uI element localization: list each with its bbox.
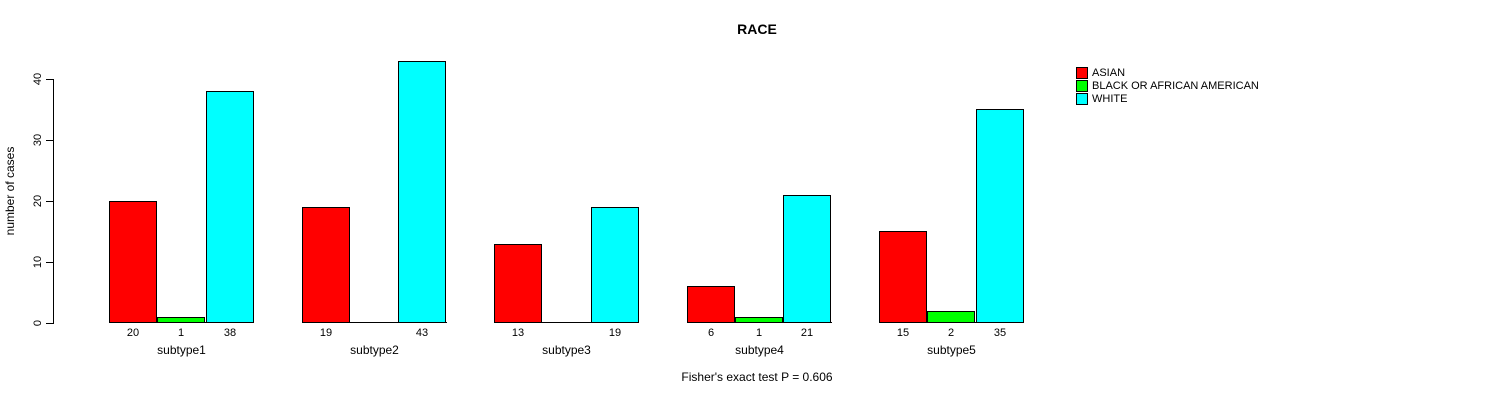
- category-label: subtype1: [157, 343, 206, 357]
- bar-value-label: 1: [755, 327, 763, 339]
- category-label: subtype5: [927, 343, 976, 357]
- bar: [927, 311, 975, 323]
- bar: [687, 286, 735, 323]
- legend-swatch: [1076, 80, 1088, 92]
- bar: [398, 61, 446, 323]
- y-tick-mark: [46, 79, 53, 80]
- legend-item-label: BLACK OR AFRICAN AMERICAN: [1092, 80, 1259, 92]
- y-tick-label: 0: [32, 319, 44, 327]
- bar: [494, 244, 542, 323]
- y-tick-label: 10: [32, 255, 44, 269]
- category-label: subtype2: [350, 343, 399, 357]
- legend: ASIAN BLACK OR AFRICAN AMERICAN WHITE: [1076, 67, 1259, 106]
- group-baseline: [302, 322, 447, 323]
- bar: [109, 201, 157, 323]
- y-tick-mark: [46, 140, 53, 141]
- bar-value-label: 15: [896, 327, 910, 339]
- legend-swatch: [1076, 67, 1088, 79]
- bar-value-label: 21: [800, 327, 814, 339]
- legend-item: WHITE: [1076, 93, 1259, 105]
- legend-item-label: WHITE: [1092, 93, 1128, 105]
- y-tick-mark: [46, 262, 53, 263]
- bar: [735, 317, 783, 323]
- fisher-exact-test-note: Fisher's exact test P = 0.606: [681, 370, 833, 384]
- y-tick-mark: [46, 201, 53, 202]
- bar-value-label: 6: [707, 327, 715, 339]
- bar-value-label: 35: [993, 327, 1007, 339]
- bar: [976, 109, 1024, 323]
- group-baseline: [494, 322, 639, 323]
- bar: [206, 91, 254, 323]
- legend-swatch: [1076, 93, 1088, 105]
- y-tick-mark: [46, 323, 53, 324]
- y-tick-label: 40: [32, 72, 44, 86]
- y-tick-label: 30: [32, 133, 44, 147]
- y-tick-label: 20: [32, 194, 44, 208]
- bar: [783, 195, 831, 323]
- bar-value-label: 43: [415, 327, 429, 339]
- chart-title: RACE: [737, 21, 777, 37]
- legend-item: BLACK OR AFRICAN AMERICAN: [1076, 80, 1259, 92]
- bar-value-label: 38: [223, 327, 237, 339]
- bar-value-label: 19: [319, 327, 333, 339]
- bar-value-label: 20: [126, 327, 140, 339]
- category-label: subtype4: [735, 343, 784, 357]
- y-axis-line: [53, 79, 54, 324]
- legend-item: ASIAN: [1076, 67, 1259, 79]
- y-axis-label: number of cases: [3, 146, 17, 236]
- bar: [591, 207, 639, 323]
- bar-value-label: 1: [177, 327, 185, 339]
- bar: [879, 231, 927, 323]
- category-label: subtype3: [542, 343, 591, 357]
- legend-item-label: ASIAN: [1092, 67, 1126, 79]
- bar-value-label: 19: [608, 327, 622, 339]
- bar: [302, 207, 350, 323]
- bar-value-label: 13: [511, 327, 525, 339]
- bar-value-label: 2: [947, 327, 955, 339]
- bar: [157, 317, 205, 323]
